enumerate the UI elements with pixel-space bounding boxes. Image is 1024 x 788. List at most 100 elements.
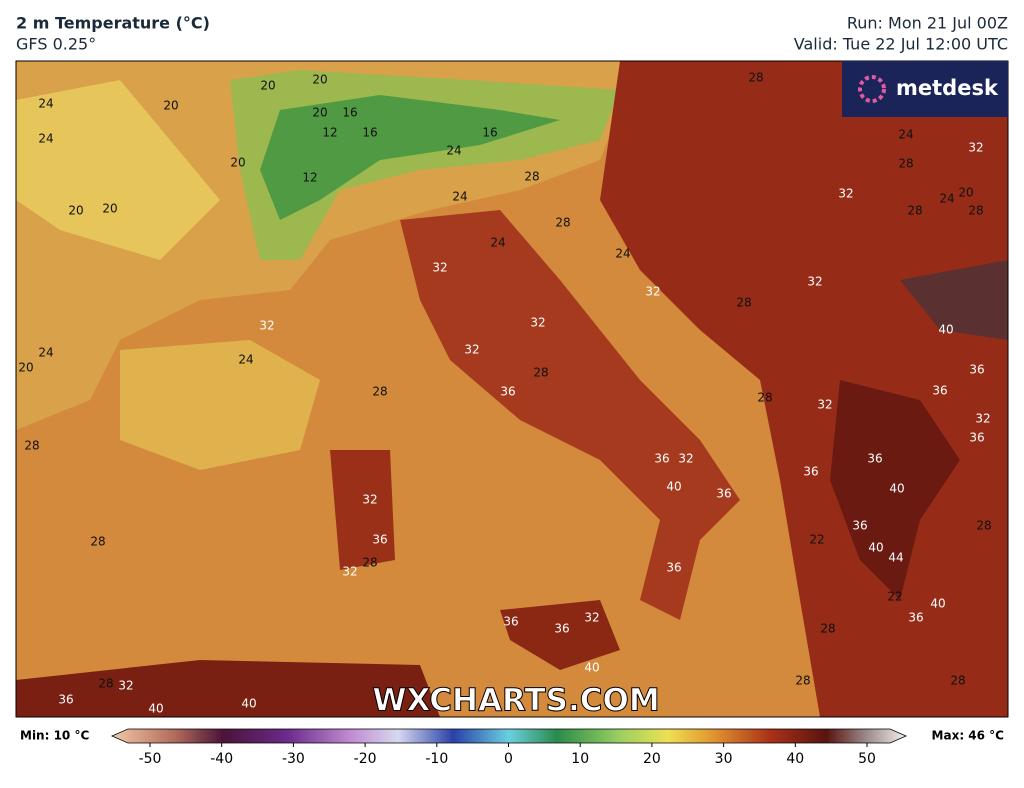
contour-label: 40 [666,480,681,494]
contour-label: 28 [795,674,810,688]
contour-label: 16 [342,106,357,120]
contour-label: 36 [372,533,387,547]
contour-label: 36 [654,452,669,466]
colorbar-tick-label: 30 [715,751,733,767]
contour-label: 20 [958,186,973,200]
contour-label: 32 [678,452,693,466]
alps-high [260,95,560,220]
max-label: Max: 46 °C [932,729,1005,743]
contour-label: 32 [432,261,447,275]
contour-label: 32 [584,611,599,625]
contour-label: 22 [809,533,824,547]
colorbar: Min: 10 °C Max: 46 °C -50 -40 -30 -20 -10 0 10… [20,729,1004,768]
min-label: Min: 10 °C [20,729,89,743]
contour-label: 24 [38,97,53,111]
contour-label: 28 [820,622,835,636]
contour-label: 20 [230,156,245,170]
contour-label: 28 [555,216,570,230]
contour-label: 28 [98,677,113,691]
colorbar-tick-label: -10 [425,751,448,767]
colorbar-tick-label: 40 [786,751,804,767]
contour-label: 36 [852,519,867,533]
contour-label: 28 [24,439,39,453]
contour-label: 20 [312,73,327,87]
contour-label: 16 [482,126,497,140]
contour-label: 40 [930,597,945,611]
contour-label: 24 [38,132,53,146]
contour-label: 40 [938,323,953,337]
contour-label: 20 [102,202,117,216]
contour-label: 24 [38,346,53,360]
contour-label: 24 [898,128,913,142]
contour-label: 28 [976,519,991,533]
contour-label: 28 [950,674,965,688]
contour-label: 28 [372,385,387,399]
contour-label: 28 [736,296,751,310]
sicily [500,600,620,670]
contour-label: 32 [259,319,274,333]
contour-label: 12 [302,171,317,185]
contour-label: 36 [969,431,984,445]
contour-label: 28 [748,71,763,85]
contour-label: 24 [452,190,467,204]
colorbar-tick-label: 0 [504,751,513,767]
contour-label: 36 [554,622,569,636]
contour-label: 32 [342,565,357,579]
valid: Valid: Tue 22 Jul 12:00 UTC [794,35,1008,54]
contour-label: 36 [58,693,73,707]
contour-label: 40 [241,697,256,711]
run: Run: Mon 21 Jul 00Z [847,14,1008,33]
africa [16,660,440,717]
model: GFS 0.25° [16,35,96,54]
contour-label: 36 [503,615,518,629]
contour-label: 28 [968,204,983,218]
contour-label: 32 [118,679,133,693]
contour-label: 28 [533,366,548,380]
colorbar-tick-label: -20 [354,751,377,767]
colorbar-tick-label: 50 [858,751,876,767]
contour-label: 40 [584,661,599,675]
contour-label: 36 [803,465,818,479]
contour-labels: 24 20 20 20 24 16 20 12 16 16 20 12 24 20 20 24 28 28 24 24… [18,71,991,716]
contour-label: 32 [817,398,832,412]
contour-label: 20 [68,204,83,218]
hot-core [900,260,1008,340]
contour-label: 32 [645,285,660,299]
title: 2 m Temperature (°C) [16,14,210,33]
contour-label: 32 [530,316,545,330]
contour-label: 32 [464,343,479,357]
contour-label: 36 [500,385,515,399]
contour-label: 40 [889,482,904,496]
contour-label: 20 [163,99,178,113]
contour-label: 28 [898,157,913,171]
contour-label: 22 [887,590,902,604]
contour-label: 12 [322,126,337,140]
contour-label: 24 [446,144,461,158]
watermark: WXCHARTS.COM [372,683,659,719]
greece-hot [830,380,960,600]
contour-label: 32 [838,187,853,201]
logo-text: metdesk [896,76,999,100]
contour-label: 24 [615,247,630,261]
logo-icon [858,75,886,103]
colorbar-tick-label: 20 [643,751,661,767]
contour-label: 44 [888,551,903,565]
contour-label: 20 [18,361,33,375]
contour-label: 20 [312,106,327,120]
contour-label: 24 [238,353,253,367]
colorbar-scale [111,728,907,744]
contour-label: 28 [90,535,105,549]
contour-label: 28 [907,204,922,218]
contour-label: 36 [666,561,681,575]
contour-label: 20 [260,79,275,93]
logo-box [842,61,1008,117]
contour-label: 36 [908,611,923,625]
contour-label: 32 [362,493,377,507]
italy [400,210,740,620]
warm-yellow [16,80,220,260]
colorbar-tick-label: -40 [210,751,233,767]
colorbar-tick-label: 10 [571,751,589,767]
contour-label: 36 [867,452,882,466]
contour-label: 28 [757,391,772,405]
colorbar-tick-label: -30 [282,751,305,767]
